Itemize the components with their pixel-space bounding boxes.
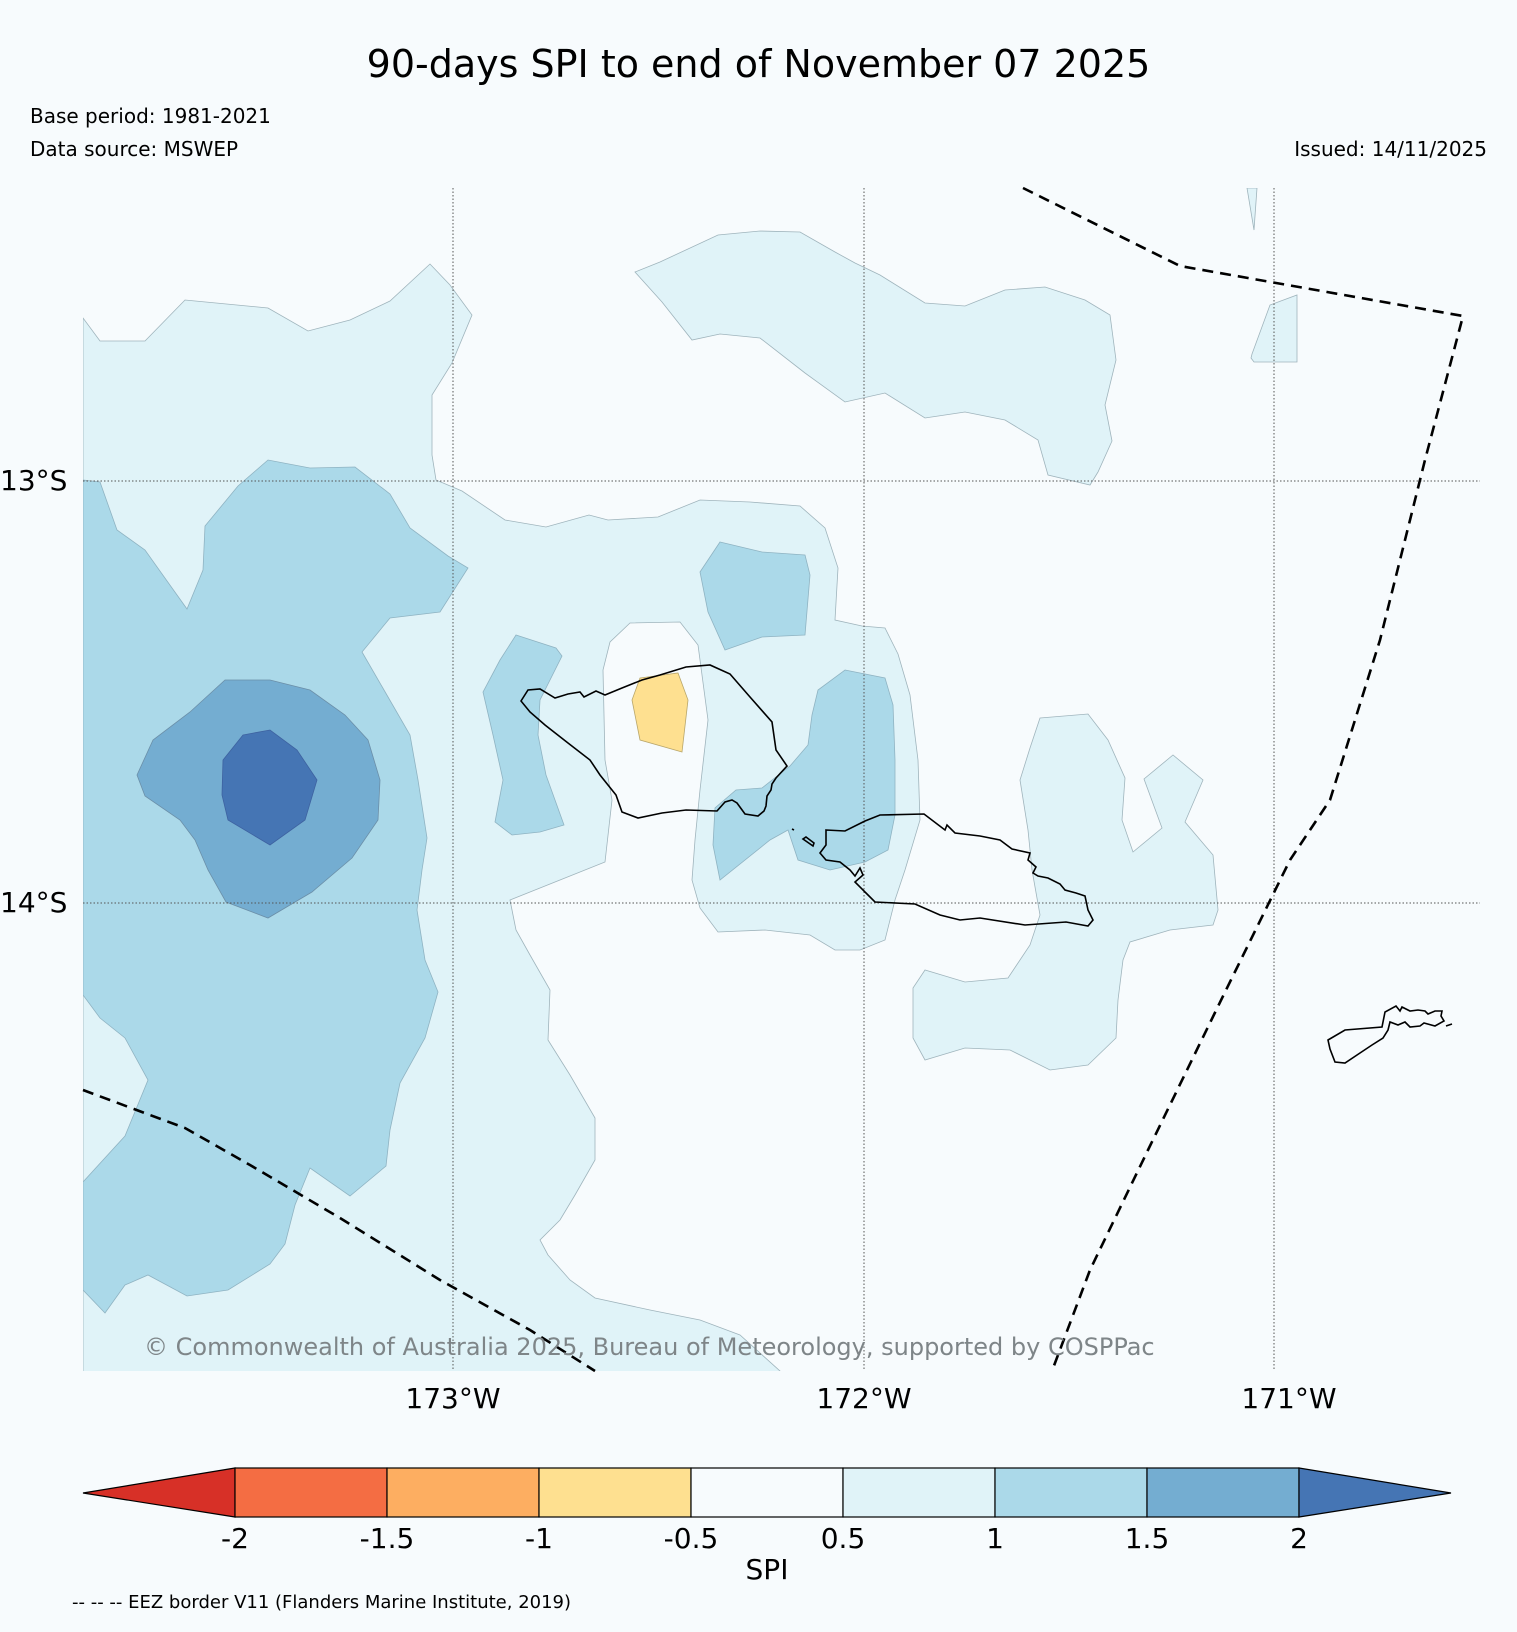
colorbar-segment-minus2-minus1.5 bbox=[234, 1467, 388, 1518]
eez-borders bbox=[82, 186, 1465, 1373]
tutuila-east-tip bbox=[1445, 1023, 1453, 1027]
map-title: 90-days SPI to end of November 07 2025 bbox=[366, 42, 1151, 86]
lat-label-13s: 13°S bbox=[0, 464, 67, 497]
eez-footnote: -- -- -- EEZ border V11 (Flanders Marine… bbox=[72, 1592, 572, 1613]
spi-contours bbox=[83, 188, 1298, 1371]
coastlines bbox=[520, 664, 1453, 1064]
manono-coastline bbox=[801, 836, 815, 848]
copyright-watermark: © Commonwealth of Australia 2025, Bureau… bbox=[144, 1333, 1155, 1361]
spi-region-north-mid bbox=[699, 541, 811, 651]
colorbar-tick: -1.5 bbox=[360, 1522, 415, 1555]
spi-region-upolu-mid bbox=[712, 669, 896, 881]
issued-date-label: Issued: 14/11/2025 bbox=[1294, 137, 1487, 161]
lat-label-14s: 14°S bbox=[0, 886, 67, 919]
spi-region-west-extreme bbox=[221, 729, 318, 846]
colorbar-segment-minus1.5-minus1 bbox=[386, 1467, 540, 1518]
upolu-coastline bbox=[818, 813, 1094, 927]
colorbar-tick: 1 bbox=[986, 1522, 1004, 1555]
colorbar-segment-minus0.5-0.5 bbox=[690, 1467, 844, 1518]
colorbar bbox=[82, 1467, 1452, 1518]
colorbar-segment-1-1.5 bbox=[994, 1467, 1148, 1518]
lon-label-171w: 171°W bbox=[1241, 1382, 1336, 1415]
graticule bbox=[83, 188, 1480, 1371]
data-source-label: Data source: MSWEP bbox=[30, 137, 239, 161]
colorbar-label: SPI bbox=[746, 1553, 789, 1586]
spi-region-northeast-sliver bbox=[1246, 188, 1258, 231]
colorbar-segment-minus1-minus0.5 bbox=[538, 1467, 692, 1518]
colorbar-segment-below-minus2 bbox=[82, 1467, 236, 1518]
colorbar-tick: -0.5 bbox=[664, 1522, 719, 1555]
spi-region-center-mid bbox=[482, 634, 565, 836]
lon-label-172w: 172°W bbox=[816, 1382, 911, 1415]
spi-region-east-light bbox=[912, 713, 1219, 1071]
base-period-label: Base period: 1981-2021 bbox=[30, 104, 271, 128]
apolima-coastline bbox=[791, 828, 795, 831]
lon-label-173w: 173°W bbox=[405, 1382, 500, 1415]
savaii-coastline bbox=[520, 664, 789, 819]
spi-region-dry-patch bbox=[631, 672, 689, 753]
colorbar-tick: 1.5 bbox=[1125, 1522, 1170, 1555]
eez-border-southwest bbox=[82, 1088, 596, 1373]
tutuila-coastline bbox=[1327, 1004, 1446, 1064]
colorbar-segment-0.5-1 bbox=[842, 1467, 996, 1518]
colorbar-tick: -1 bbox=[525, 1522, 553, 1555]
eez-border-east bbox=[1022, 186, 1465, 1372]
colorbar-ticks: -2 -1.5 -1 -0.5 0.5 1 1.5 2 bbox=[221, 1522, 1308, 1555]
colorbar-segment-above-2 bbox=[1298, 1467, 1452, 1518]
colorbar-segment-1.5-2 bbox=[1146, 1467, 1300, 1518]
colorbar-tick: -2 bbox=[221, 1522, 249, 1555]
colorbar-tick: 2 bbox=[1290, 1522, 1308, 1555]
spi-region-north-light bbox=[634, 230, 1117, 486]
colorbar-tick: 0.5 bbox=[821, 1522, 866, 1555]
